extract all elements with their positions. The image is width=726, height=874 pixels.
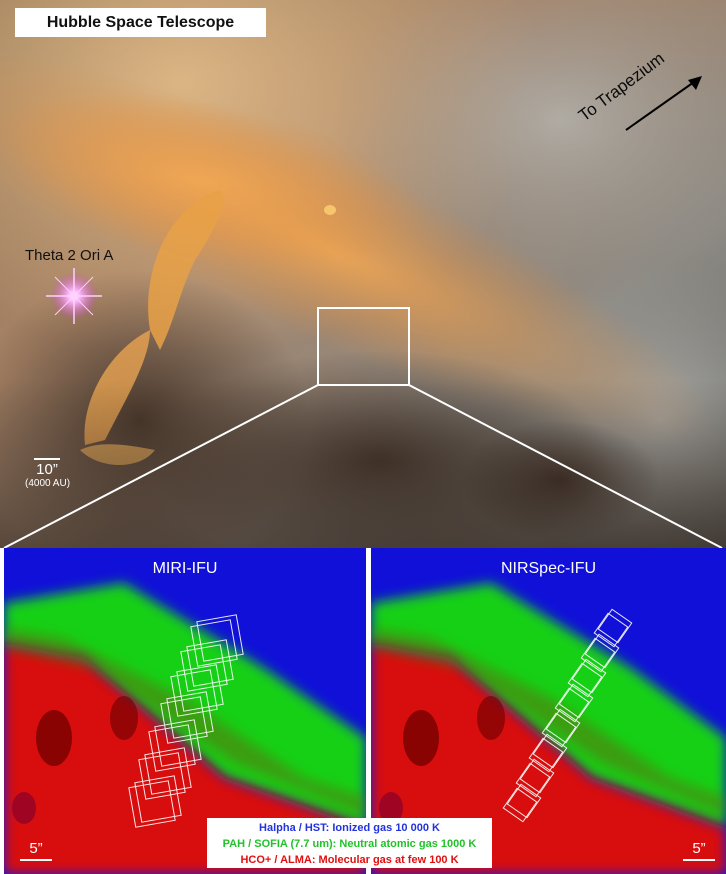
scale-bar-top: 10” (4000 AU) (25, 458, 71, 490)
legend-item-molecular: HCO+ / ALMA: Molecular gas at few 100 K (240, 854, 459, 866)
nirspec-map (371, 548, 726, 874)
miri-scale-bar: 5” (16, 840, 56, 861)
miri-footprints (128, 614, 244, 828)
miri-scale-value: 5” (29, 840, 43, 857)
miri-scale-line (20, 859, 52, 861)
nirspec-scale-value: 5” (692, 840, 706, 857)
star-label: Theta 2 Ori A (25, 247, 114, 264)
legend-item-neutral: PAH / SOFIA (7.7 um): Neutral atomic gas… (222, 838, 477, 850)
scale-bar-line (34, 458, 60, 460)
nirspec-footprints (502, 608, 633, 823)
telescope-badge: Hubble Space Telescope (15, 8, 266, 37)
nirspec-title: NIRSpec-IFU (500, 560, 597, 577)
miri-title: MIRI-IFU (152, 560, 218, 577)
hubble-image: Hubble Space Telescope Theta 2 Ori A To … (0, 0, 726, 548)
scale-value: 10” (36, 461, 58, 478)
nirspec-panel: NIRSpec-IFU 5” (371, 548, 726, 874)
nirspec-scale-bar: 5” (679, 840, 719, 861)
legend-item-ionized: Halpha / HST: Ionized gas 10 000 K (259, 822, 440, 834)
legend: Halpha / HST: Ionized gas 10 000 K PAH /… (207, 818, 492, 868)
nebula-image (0, 0, 726, 548)
scale-note: (4000 AU) (25, 478, 71, 489)
nirspec-scale-line (683, 859, 715, 861)
